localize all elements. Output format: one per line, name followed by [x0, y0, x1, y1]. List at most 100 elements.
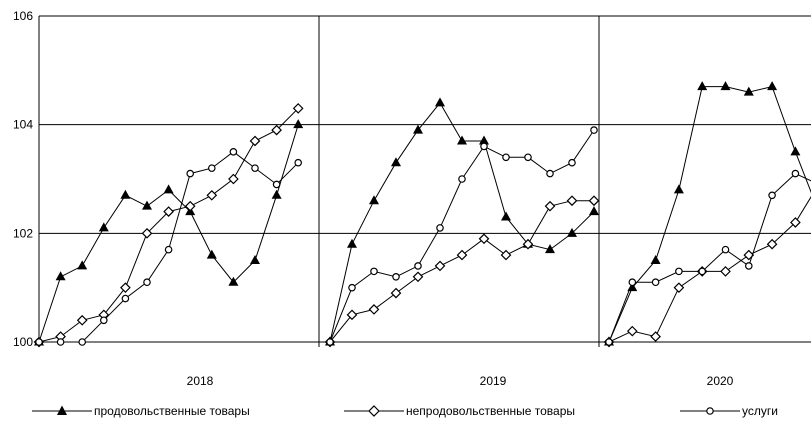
data-point-diamond — [500, 249, 512, 261]
y-tick-label: 102 — [13, 226, 33, 240]
data-point-diamond — [766, 238, 778, 250]
legend-swatch-diamond — [344, 405, 404, 417]
data-point-diamond — [544, 200, 556, 212]
data-point-triangle — [589, 206, 599, 216]
data-point-triangle — [697, 81, 708, 91]
y-tick-label: 106 — [13, 9, 33, 23]
data-point-triangle — [228, 276, 239, 286]
data-point-circle — [414, 262, 422, 270]
data-point-diamond — [588, 195, 600, 207]
legend-label-food: продовольственные товары — [94, 404, 250, 418]
data-point-triangle — [77, 260, 88, 270]
data-point-diamond — [743, 249, 755, 261]
legend-item-services: услуги — [680, 400, 778, 422]
data-point-diamond — [566, 195, 578, 207]
data-point-diamond — [271, 124, 282, 136]
data-point-circle — [721, 245, 730, 254]
data-point-triangle — [120, 189, 131, 199]
legend-item-nonfood: непродовольственные товары — [344, 400, 575, 422]
year-label-2019: 2019 — [480, 374, 507, 388]
data-point-circle — [768, 191, 776, 200]
data-point-triangle — [501, 211, 511, 221]
data-point-circle — [56, 338, 65, 346]
data-point-circle — [392, 272, 400, 281]
data-point-triangle — [457, 135, 467, 145]
data-point-circle — [348, 283, 356, 292]
data-point-diamond — [626, 325, 638, 337]
data-point-circle — [326, 338, 334, 346]
year-label-2020: 2020 — [707, 374, 734, 388]
data-point-circle — [370, 267, 378, 276]
data-point-circle — [458, 175, 466, 183]
data-point-circle — [251, 164, 259, 172]
data-point-circle — [568, 158, 576, 167]
data-point-triangle — [347, 238, 357, 248]
data-point-triangle — [163, 184, 174, 194]
data-point-circle — [675, 267, 683, 276]
year-label-2018: 2018 — [187, 374, 214, 388]
data-point-diamond — [412, 271, 424, 283]
data-point-circle — [590, 126, 598, 134]
legend-swatch-circle — [680, 407, 740, 415]
data-point-circle — [436, 224, 444, 232]
data-point-triangle — [293, 119, 304, 129]
data-point-circle — [744, 262, 753, 270]
data-point-diamond — [434, 260, 446, 272]
y-tick-label: 100 — [13, 335, 33, 349]
data-point-diamond — [249, 135, 261, 147]
data-point-triangle — [369, 195, 379, 205]
data-point-diamond — [720, 266, 731, 277]
data-point-circle — [651, 278, 660, 287]
legend-label-nonfood: непродовольственные товары — [406, 404, 576, 418]
data-point-diamond — [206, 189, 218, 201]
data-point-circle — [143, 278, 151, 287]
data-point-diamond — [120, 282, 131, 294]
data-point-circle — [605, 338, 613, 346]
data-point-diamond — [673, 282, 685, 294]
data-point-circle — [164, 245, 173, 254]
series-line-diamond — [38, 108, 299, 343]
data-point-triangle — [673, 184, 684, 194]
legend-label-services: услуги — [742, 404, 778, 418]
data-point-triangle — [98, 222, 109, 232]
data-point-triangle — [767, 81, 778, 91]
data-point-triangle — [142, 200, 152, 210]
data-point-triangle — [545, 244, 555, 254]
series-line-circle — [608, 173, 811, 343]
data-point-triangle — [271, 189, 282, 199]
data-point-circle — [502, 153, 510, 162]
data-point-triangle — [250, 255, 260, 264]
data-point-diamond — [650, 331, 661, 342]
data-point-circle — [698, 267, 707, 276]
data-point-diamond — [228, 173, 239, 185]
data-point-triangle — [206, 249, 217, 259]
y-tick-label: 104 — [13, 118, 33, 132]
legend-item-food: продовольственные товары — [32, 400, 250, 422]
data-point-circle — [524, 153, 532, 162]
legend-swatch-triangle — [32, 405, 92, 415]
data-point-circle — [791, 169, 800, 178]
data-point-triangle — [391, 157, 401, 167]
series-line-diamond — [608, 196, 811, 343]
data-point-diamond — [292, 103, 304, 114]
data-point-triangle — [720, 81, 731, 91]
legend: продовольственные товары непродовольстве… — [0, 400, 811, 422]
data-point-diamond — [456, 249, 468, 261]
data-point-diamond — [522, 238, 534, 250]
line-chart: 100 102 104 106 2018 2019 2020 — [13, 9, 811, 388]
data-point-triangle — [413, 124, 423, 134]
data-point-diamond — [346, 309, 358, 321]
data-point-circle — [480, 142, 488, 151]
data-point-circle — [546, 169, 554, 178]
data-point-triangle — [567, 227, 577, 237]
data-point-diamond — [390, 287, 402, 299]
data-point-diamond — [368, 304, 380, 315]
data-point-circle — [121, 294, 130, 303]
data-point-circle — [100, 316, 108, 325]
data-point-circle — [208, 164, 216, 172]
data-point-diamond — [184, 200, 196, 212]
data-point-triangle — [743, 86, 754, 96]
data-point-circle — [272, 180, 281, 189]
data-point-circle — [229, 148, 238, 156]
data-point-circle — [78, 338, 87, 346]
